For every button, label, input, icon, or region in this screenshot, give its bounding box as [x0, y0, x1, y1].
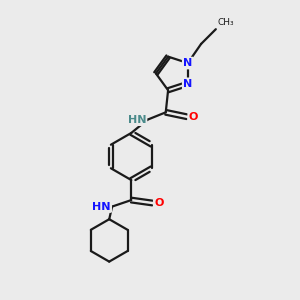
Text: HN: HN	[92, 202, 111, 212]
Text: N: N	[183, 79, 193, 89]
Text: O: O	[154, 198, 164, 208]
Text: O: O	[189, 112, 198, 122]
Text: CH₃: CH₃	[217, 18, 234, 27]
Text: N: N	[183, 58, 193, 68]
Text: HN: HN	[128, 115, 146, 125]
